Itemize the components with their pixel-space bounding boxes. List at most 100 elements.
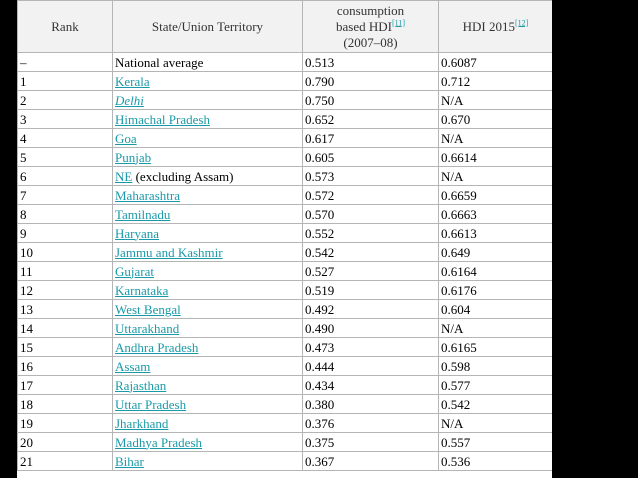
hdi-2015-cell: 0.598 <box>438 356 552 376</box>
hdi-2015-cell: 0.6613 <box>438 223 552 243</box>
rank-cell: 7 <box>17 185 113 205</box>
state-cell: Jammu and Kashmir <box>112 242 303 262</box>
consumption-hdi-cell: 0.573 <box>302 166 439 186</box>
state-link[interactable]: Assam <box>115 358 151 374</box>
state-cell: National average <box>112 52 303 72</box>
state-cell: Karnataka <box>112 280 303 300</box>
consumption-hdi-cell: 0.652 <box>302 109 439 129</box>
rank-cell: 19 <box>17 413 113 433</box>
header-consumption-line2: based HDI <box>336 18 392 34</box>
state-link[interactable]: West Bengal <box>115 301 181 317</box>
hdi-2015-cell: 0.536 <box>438 451 552 471</box>
state-link[interactable]: Bihar <box>115 453 144 469</box>
rank-cell: 13 <box>17 299 113 319</box>
hdi-2015-cell: 0.6663 <box>438 204 552 224</box>
consumption-hdi-cell: 0.376 <box>302 413 439 433</box>
hdi-2015-cell: 0.6165 <box>438 337 552 357</box>
state-link[interactable]: Haryana <box>115 225 160 241</box>
state-link[interactable]: Tamilnadu <box>115 206 171 222</box>
header-consumption-hdi[interactable]: consumption based HDI[11] (2007–08) <box>302 0 439 53</box>
hdi-2015-cell: N/A <box>438 413 552 433</box>
state-cell: Kerala <box>112 71 303 91</box>
state-cell: Andhra Pradesh <box>112 337 303 357</box>
state-cell: Haryana <box>112 223 303 243</box>
rank-cell: 10 <box>17 242 113 262</box>
state-name: National average <box>115 54 204 70</box>
state-link[interactable]: Goa <box>115 130 137 146</box>
hdi-2015-cell: 0.670 <box>438 109 552 129</box>
consumption-hdi-cell: 0.367 <box>302 451 439 471</box>
state-cell: Rajasthan <box>112 375 303 395</box>
header-consumption-line1: consumption <box>336 2 405 18</box>
slide: Rank State/Union Territory consumption b… <box>17 0 552 478</box>
table-row: 12 Karnataka 0.519 0.6176 <box>17 280 552 300</box>
table-row: 19 Jharkhand 0.376 N/A <box>17 413 552 433</box>
state-link[interactable]: Uttarakhand <box>115 320 180 336</box>
table-row: 8 Tamilnadu 0.570 0.6663 <box>17 204 552 224</box>
hdi-2015-cell: 0.6087 <box>438 52 552 72</box>
state-link[interactable]: Gujarat <box>115 263 154 279</box>
rank-cell: 12 <box>17 280 113 300</box>
state-link[interactable]: Kerala <box>115 73 150 89</box>
reference-link-12[interactable]: [12] <box>515 18 529 28</box>
state-cell: Jharkhand <box>112 413 303 433</box>
state-link[interactable]: Karnataka <box>115 282 169 298</box>
consumption-hdi-cell: 0.527 <box>302 261 439 281</box>
state-link[interactable]: NE <box>115 168 133 184</box>
header-hdi-2015[interactable]: HDI 2015[12] <box>438 0 552 53</box>
hdi-2015-cell: 0.604 <box>438 299 552 319</box>
consumption-hdi-cell: 0.375 <box>302 432 439 452</box>
rank-cell: 3 <box>17 109 113 129</box>
table-row: 11 Gujarat 0.527 0.6164 <box>17 261 552 281</box>
header-rank[interactable]: Rank <box>17 0 113 53</box>
state-cell: Delhi <box>112 90 303 110</box>
table-row: 15 Andhra Pradesh 0.473 0.6165 <box>17 337 552 357</box>
table-row: 21 Bihar 0.367 0.536 <box>17 451 552 471</box>
consumption-hdi-cell: 0.492 <box>302 299 439 319</box>
consumption-hdi-cell: 0.605 <box>302 147 439 167</box>
state-cell: Uttar Pradesh <box>112 394 303 414</box>
consumption-hdi-cell: 0.444 <box>302 356 439 376</box>
state-link[interactable]: Madhya Pradesh <box>115 434 203 450</box>
consumption-hdi-cell: 0.513 <box>302 52 439 72</box>
rank-cell: 15 <box>17 337 113 357</box>
state-cell: Gujarat <box>112 261 303 281</box>
hdi-2015-cell: N/A <box>438 318 552 338</box>
table-row: 14 Uttarakhand 0.490 N/A <box>17 318 552 338</box>
state-link[interactable]: Jammu and Kashmir <box>115 244 223 260</box>
consumption-hdi-cell: 0.552 <box>302 223 439 243</box>
state-link[interactable]: Himachal Pradesh <box>115 111 210 127</box>
rank-cell: 4 <box>17 128 113 148</box>
consumption-hdi-cell: 0.790 <box>302 71 439 91</box>
state-link[interactable]: Maharashtra <box>115 187 180 203</box>
state-cell: Uttarakhand <box>112 318 303 338</box>
table-row: 13 West Bengal 0.492 0.604 <box>17 299 552 319</box>
rank-cell: 8 <box>17 204 113 224</box>
consumption-hdi-cell: 0.542 <box>302 242 439 262</box>
state-link[interactable]: Punjab <box>115 149 152 165</box>
consumption-hdi-cell: 0.570 <box>302 204 439 224</box>
reference-link-11[interactable]: [11] <box>391 18 405 28</box>
hdi-2015-cell: 0.6614 <box>438 147 552 167</box>
rank-cell: 5 <box>17 147 113 167</box>
hdi-2015-cell: 0.577 <box>438 375 552 395</box>
state-link[interactable]: Jharkhand <box>115 415 169 431</box>
consumption-hdi-cell: 0.473 <box>302 337 439 357</box>
table-row: – National average 0.513 0.6087 <box>17 52 552 72</box>
table-body: – National average 0.513 0.6087 1 Kerala 0.790… <box>17 52 552 471</box>
header-state[interactable]: State/Union Territory <box>112 0 303 53</box>
state-cell: Himachal Pradesh <box>112 109 303 129</box>
state-link[interactable]: Andhra Pradesh <box>115 339 199 355</box>
hdi-2015-cell: N/A <box>438 166 552 186</box>
consumption-hdi-cell: 0.490 <box>302 318 439 338</box>
table-row: 9 Haryana 0.552 0.6613 <box>17 223 552 243</box>
consumption-hdi-cell: 0.519 <box>302 280 439 300</box>
rank-cell: 20 <box>17 432 113 452</box>
state-link[interactable]: Rajasthan <box>115 377 167 393</box>
rank-cell: 6 <box>17 166 113 186</box>
state-link[interactable]: Uttar Pradesh <box>115 396 187 412</box>
state-link[interactable]: Delhi <box>115 92 144 108</box>
rank-cell: 21 <box>17 451 113 471</box>
state-note: (excluding Assam) <box>132 168 234 184</box>
consumption-hdi-cell: 0.617 <box>302 128 439 148</box>
